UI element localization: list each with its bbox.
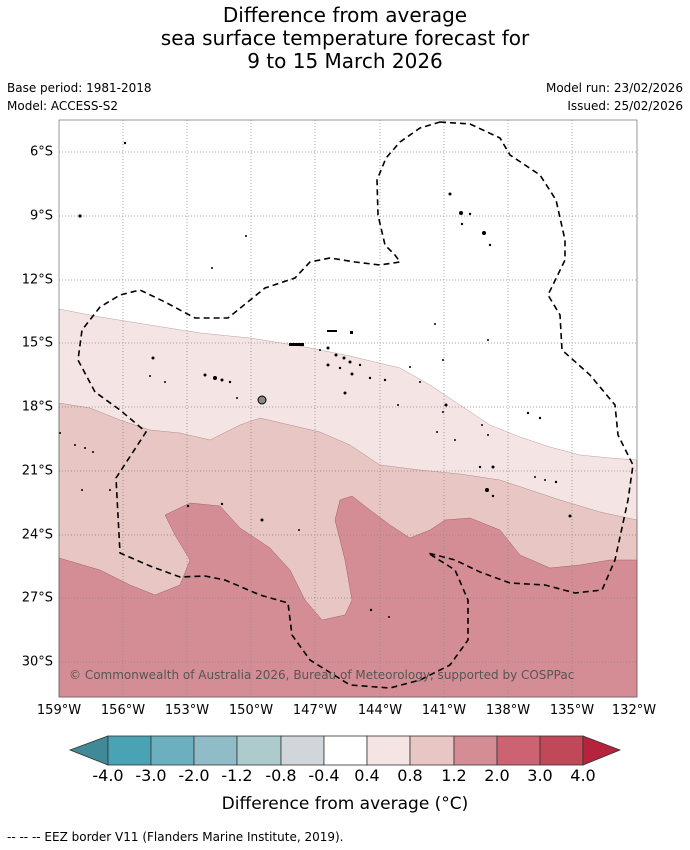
- eez-legend-footer: -- -- -- EEZ border V11 (Flanders Marine…: [7, 830, 344, 844]
- lat-label: 6°S: [29, 144, 53, 160]
- lon-label: 144°W: [357, 703, 403, 718]
- colorbar-tick: 4.0: [570, 766, 596, 785]
- colorbar-swatch-7: [366, 735, 411, 766]
- issued-date: Issued: 25/02/2026: [567, 99, 683, 113]
- colorbar: [68, 735, 622, 766]
- meta-left: Base period: 1981-2018 Model: ACCESS-S2: [7, 79, 152, 115]
- title-line-2: sea surface temperature forecast for: [160, 26, 530, 50]
- colorbar-swatch-5: [280, 735, 325, 766]
- colorbar-tick: 0.4: [354, 766, 380, 785]
- base-period: Base period: 1981-2018: [7, 81, 152, 95]
- anomaly-band-1.2-2.0: [58, 495, 638, 698]
- colorbar-tick: 2.0: [484, 766, 510, 785]
- lon-label: 159°W: [36, 703, 82, 718]
- lat-label: 9°S: [29, 208, 53, 224]
- map-title: Difference from average sea surface temp…: [0, 4, 690, 73]
- copyright-notice: © Commonwealth of Australia 2026, Bureau…: [69, 668, 575, 682]
- colorbar-swatch-2: [150, 735, 195, 766]
- gridlines: [59, 120, 637, 697]
- lon-label: 153°W: [164, 703, 210, 718]
- colorbar-tick: -0.4: [308, 766, 340, 785]
- colorbar-tick: -0.8: [265, 766, 297, 785]
- lon-label: 147°W: [292, 703, 338, 718]
- colorbar-tick: 0.8: [397, 766, 423, 785]
- lon-label: 141°W: [421, 703, 467, 718]
- colorbar-title: Difference from average (°C): [221, 794, 469, 814]
- colorbar-swatch-11: [539, 735, 584, 766]
- lat-label: 30°S: [21, 654, 53, 670]
- title-line-3: 9 to 15 March 2026: [247, 49, 443, 73]
- colorbar-tick: 3.0: [527, 766, 553, 785]
- lon-label: 135°W: [549, 703, 595, 718]
- plot-frame: [58, 119, 638, 698]
- colorbar-tick: -1.2: [221, 766, 253, 785]
- lat-label: 18°S: [21, 399, 53, 415]
- colorbar-swatch-8: [409, 735, 455, 766]
- lat-label: 21°S: [21, 463, 53, 479]
- colorbar-swatch-4: [236, 735, 282, 766]
- meta-right: Model run: 23/02/2026 Issued: 25/02/2026: [546, 79, 683, 115]
- colorbar-tick: 1.2: [441, 766, 467, 785]
- eez-border: [77, 121, 634, 689]
- colorbar-swatch-9: [453, 735, 498, 766]
- lat-label: 15°S: [21, 335, 53, 351]
- islands: [59, 141, 572, 618]
- title-line-1: Difference from average: [222, 3, 468, 27]
- colorbar-swatch-10: [496, 735, 541, 766]
- lat-label: 24°S: [21, 527, 53, 543]
- model-run: Model run: 23/02/2026: [545, 81, 683, 95]
- colorbar-swatch-3: [193, 735, 238, 766]
- colorbar-swatch-0: [68, 735, 109, 766]
- colorbar-swatch-6: [323, 735, 368, 766]
- colorbar-tick: -2.0: [178, 766, 210, 785]
- colorbar-tick: -3.0: [135, 766, 167, 785]
- colorbar-swatch-1: [107, 735, 152, 766]
- lat-label: 12°S: [21, 272, 53, 288]
- lat-label: 27°S: [21, 590, 53, 606]
- colorbar-swatch-12: [582, 735, 622, 766]
- lon-label: 150°W: [228, 703, 274, 718]
- model-name: Model: ACCESS-S2: [7, 99, 119, 113]
- lon-label: 156°W: [100, 703, 146, 718]
- lon-label: 132°W: [611, 703, 657, 718]
- lon-label: 138°W: [485, 703, 531, 718]
- colorbar-tick: -4.0: [92, 766, 124, 785]
